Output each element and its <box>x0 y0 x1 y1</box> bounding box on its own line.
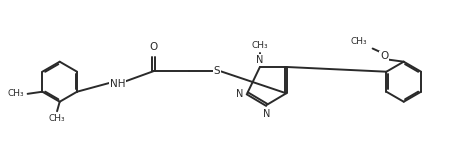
Text: O: O <box>149 42 158 52</box>
Text: N: N <box>236 89 243 99</box>
Text: N: N <box>256 55 264 65</box>
Text: NH: NH <box>110 79 126 89</box>
Text: CH₃: CH₃ <box>49 114 66 123</box>
Text: N: N <box>263 109 271 119</box>
Text: CH₃: CH₃ <box>252 41 268 50</box>
Text: CH₃: CH₃ <box>8 89 25 98</box>
Text: S: S <box>213 66 220 76</box>
Text: O: O <box>380 51 388 61</box>
Text: CH₃: CH₃ <box>351 37 367 46</box>
